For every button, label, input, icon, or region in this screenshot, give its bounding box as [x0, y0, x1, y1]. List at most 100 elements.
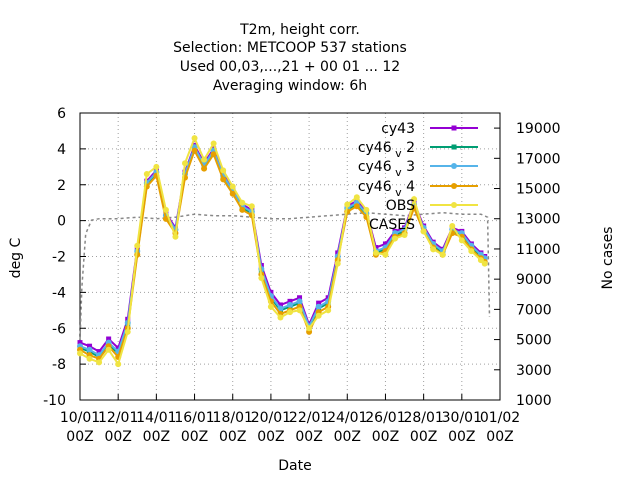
series-cy46_v4-point: [353, 203, 360, 210]
series-cy43-point: [316, 300, 322, 306]
series-cy46_v3-point: [277, 305, 284, 312]
legend-label-base: OBS: [386, 198, 415, 214]
x-tick-label-date: 12/01: [98, 410, 138, 426]
series-OBS-point: [96, 359, 103, 366]
series-OBS-point: [353, 194, 360, 201]
series-OBS-point: [210, 140, 217, 147]
x-tick-label-hour: 00Z: [219, 429, 246, 445]
x-tick-label-hour: 00Z: [486, 429, 513, 445]
series-OBS-point: [277, 314, 284, 321]
x-tick-label-date: 26/01: [365, 410, 405, 426]
series-OBS-point: [162, 206, 169, 213]
y2-tick-label: 1000: [516, 393, 552, 409]
y-tick-label: -4: [52, 285, 66, 301]
series-OBS-point: [287, 309, 293, 316]
legend-label-sub: v: [392, 147, 402, 160]
y2-tick-label: 11000: [516, 242, 561, 258]
x-tick-label-date: 28/01: [403, 410, 443, 426]
x-tick-label: 18/01 00Z: [213, 410, 253, 445]
legend-label-base: cy46: [358, 159, 392, 175]
series-cy46_v3-point: [296, 298, 303, 305]
x-tick-label: 10/01 00Z: [60, 410, 100, 445]
series-cy43-point: [96, 349, 102, 355]
x-tick-label-hour: 00Z: [372, 429, 399, 445]
legend-label: cy43: [381, 121, 415, 137]
title-line-2: Selection: METCOOP 537 stations: [173, 40, 407, 56]
series-OBS-point: [258, 275, 265, 282]
series-OBS-point: [105, 346, 112, 353]
legend-label-base: cy46: [358, 179, 392, 195]
series-OBS-line: [79, 135, 486, 367]
x-tick-label-date: 24/01: [327, 410, 367, 426]
x-tick-label-date: 22/01: [289, 410, 329, 426]
legend-label-sub: v: [392, 166, 402, 179]
series-OBS-point: [296, 307, 303, 314]
title-line-4: Averaging window: 6h: [213, 78, 367, 94]
y2-tick-label: 7000: [516, 302, 552, 318]
legend-label: cy46 v 3: [358, 159, 415, 179]
series-OBS-point: [481, 260, 488, 267]
series-cy46_v4-point: [191, 147, 198, 154]
x-tick-label: 28/01 00Z: [403, 410, 443, 445]
series-cy46_v4-point: [162, 215, 169, 222]
y2-axis-label: No cases: [600, 227, 616, 290]
legend-swatch-marker: [451, 163, 457, 169]
series-cy46_v4-point: [210, 151, 217, 158]
x-tick-label-date: 01/02: [480, 410, 520, 426]
series-cy46_v4-point: [220, 176, 227, 183]
series-cy46_v3-line: [79, 144, 486, 357]
y-tick-label: -2: [52, 250, 66, 266]
x-tick-label-hour: 00Z: [143, 429, 170, 445]
y2-tick-label: 13000: [516, 212, 561, 228]
series-OBS-point: [191, 135, 198, 142]
y-tick-label: 2: [57, 178, 66, 194]
legend-label-suffix: 3: [402, 159, 415, 175]
y2-tick-label: 15000: [516, 182, 561, 198]
series-cy46_v4-point: [239, 206, 246, 213]
y2-tick-label: 5000: [516, 333, 552, 349]
x-tick-label: 20/01 00Z: [251, 410, 291, 445]
series-OBS-point: [334, 260, 341, 267]
series-OBS-point: [468, 248, 475, 255]
series-OBS-point: [229, 183, 236, 190]
series-OBS-point: [325, 307, 332, 314]
series-cy46_v3-point: [86, 346, 93, 353]
legend-label: cy46 v 4: [358, 179, 415, 199]
x-tick-label-hour: 00Z: [104, 429, 131, 445]
y-axis: -10 -8 -6 -4 -2 0 2 4 6: [43, 106, 86, 409]
x-tick-label-date: 10/01: [60, 410, 100, 426]
y2-axis: 1000 3000 5000 7000 9000 11000 13000 15000 17000…: [494, 121, 561, 409]
series-OBS-point: [363, 206, 370, 213]
x-tick-label: 24/01 00Z: [327, 410, 367, 445]
x-tick-label: 26/01 00Z: [365, 410, 405, 445]
y2-tick-label: 19000: [516, 121, 561, 137]
series-cy46_v3-point: [315, 303, 322, 310]
series-cy43-point: [287, 298, 293, 304]
legend-swatch-marker: [451, 202, 457, 208]
x-tick-label: 14/01 00Z: [136, 410, 176, 445]
series-OBS-point: [239, 199, 246, 206]
x-axis-label: Date: [278, 458, 311, 474]
x-tick-label: 01/02 00Z: [480, 410, 520, 445]
series-OBS-point: [115, 361, 122, 368]
series-cases-line: [79, 211, 491, 340]
x-tick-label-date: 14/01: [136, 410, 176, 426]
x-tick-label-hour: 00Z: [181, 429, 208, 445]
series-OBS-point: [420, 228, 427, 235]
series-OBS-point: [77, 350, 83, 357]
y-tick-label: 6: [57, 106, 66, 122]
title-line-3: Used 00,03,...,21 + 00 01 ... 12: [180, 59, 400, 75]
legend-label-suffix: 2: [402, 140, 415, 156]
y2-tick-label: 3000: [516, 363, 552, 379]
legend-label-suffix: 4: [402, 179, 415, 195]
x-tick-label-hour: 00Z: [295, 429, 322, 445]
series-cy43-point: [268, 289, 274, 295]
series-OBS-point: [439, 251, 446, 258]
legend-swatch-marker: [451, 183, 457, 189]
series-OBS-point: [344, 201, 351, 208]
y-tick-label: -8: [52, 357, 66, 373]
y-axis-label: deg C: [8, 237, 24, 278]
series-cy46_v3-point: [287, 301, 293, 308]
